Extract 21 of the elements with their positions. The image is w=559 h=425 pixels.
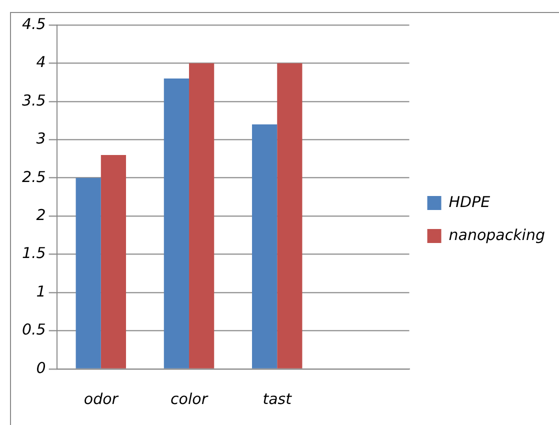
bar (100, 154, 126, 368)
x-tick-label: tast (262, 390, 293, 408)
y-tick-label: 0 (36, 358, 46, 377)
bar (76, 178, 101, 368)
y-tick-label: 4 (36, 53, 46, 72)
y-tick-label: 2 (36, 206, 46, 224)
y-tick-label: 2.5 (22, 168, 46, 186)
bar (252, 124, 278, 368)
legend-label: nanopacking (448, 226, 546, 244)
y-tick-label: 1.5 (22, 244, 46, 262)
x-tick-label: odor (84, 390, 119, 408)
y-tick-label: 4.5 (22, 14, 46, 33)
y-tick-label: 3.5 (22, 91, 46, 110)
bar (189, 63, 214, 368)
y-tick-label: 0.5 (22, 320, 46, 339)
bar (164, 78, 190, 368)
x-tick-label: color (170, 390, 208, 408)
legend-label: HDPE (448, 192, 491, 211)
y-tick-label: 1 (36, 282, 46, 300)
bar (277, 63, 302, 368)
y-tick-label: 3 (36, 130, 46, 148)
